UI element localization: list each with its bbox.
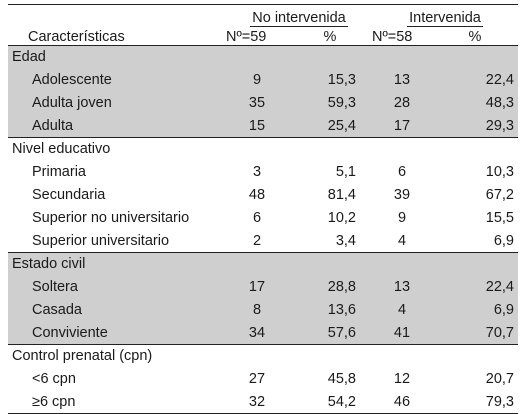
cell-pct-no-intervenida: 5,1 (335, 163, 356, 180)
header-n-a: Nº=59 (226, 27, 288, 46)
cell-pct-intervenida: 29,3 (432, 114, 518, 138)
table-row: Primaria 3 5,1 6 10,3 (8, 160, 518, 183)
cell-pct-no-intervenida: 3,4 (335, 232, 356, 249)
cell-pct-no-intervenida: 57,6 (288, 321, 372, 345)
cell-pct-intervenida: 20,7 (485, 370, 514, 387)
cell-n-intervenida: 4 (397, 232, 407, 249)
section-row: Estado civil (8, 252, 518, 275)
header-group-no-intervenida: No intervenida (226, 5, 372, 27)
table-row: Superior universitario 2 3,4 4 6,9 (8, 229, 518, 253)
cell-pct-no-intervenida: 59,3 (288, 91, 372, 114)
row-label: Adolescente (8, 68, 226, 91)
header-pct-a: % (288, 27, 372, 46)
row-label: Superior universitario (32, 232, 170, 249)
cell-pct-intervenida: 67,2 (485, 186, 514, 203)
header-n-b: Nº=58 (372, 27, 432, 46)
table-row: Superior no universitario 6 10,2 9 15,5 (8, 206, 518, 229)
table-row: Casada 8 13,6 4 6,9 (8, 298, 518, 321)
cell-n-no-intervenida: 3 (252, 163, 262, 180)
row-label: Conviviente (8, 321, 226, 345)
cell-n-intervenida: 4 (372, 298, 432, 321)
cell-n-no-intervenida: 34 (226, 321, 288, 345)
section-row: Nivel educativo (8, 137, 518, 161)
cell-pct-intervenida: 22,4 (432, 68, 518, 91)
section-title: Nivel educativo (12, 141, 111, 157)
cell-n-intervenida: 13 (372, 68, 432, 91)
cell-pct-intervenida: 10,3 (485, 163, 514, 180)
cell-pct-no-intervenida: 54,2 (288, 390, 372, 414)
section-row: Control prenatal (cpn) (8, 344, 518, 368)
section-title: Estado civil (8, 252, 518, 275)
table-row: Secundaria 48 81,4 39 67,2 (8, 183, 518, 206)
table-header: Características No intervenida Interveni… (8, 4, 518, 46)
cell-pct-intervenida: 6,9 (432, 298, 518, 321)
cell-n-no-intervenida: 8 (226, 298, 288, 321)
cell-n-intervenida: 39 (393, 186, 411, 203)
row-label: Secundaria (32, 186, 106, 203)
cell-pct-intervenida: 6,9 (493, 232, 514, 249)
cell-pct-no-intervenida: 45,8 (327, 370, 356, 387)
table-row: Conviviente 34 57,6 41 70,7 (8, 321, 518, 345)
cell-n-intervenida: 9 (397, 209, 407, 226)
table-row: Adolescente 9 15,3 13 22,4 (8, 68, 518, 91)
cell-pct-no-intervenida: 13,6 (288, 298, 372, 321)
cell-pct-no-intervenida: 10,2 (327, 209, 356, 226)
section-row: Edad (8, 45, 518, 68)
table-body: Edad Adolescente 9 15,3 13 22,4 Adulta joven 35… (8, 45, 518, 414)
cell-pct-no-intervenida: 28,8 (288, 275, 372, 298)
row-label: Superior no universitario (32, 209, 190, 226)
row-label: Casada (8, 298, 226, 321)
row-label: Primaria (32, 163, 86, 180)
section-title: Edad (8, 45, 518, 68)
cell-n-no-intervenida: 9 (226, 68, 288, 91)
table-row: Adulta joven 35 59,3 28 48,3 (8, 91, 518, 114)
characteristics-table: Características No intervenida Interveni… (8, 4, 518, 414)
cell-n-intervenida: 28 (372, 91, 432, 114)
cell-n-intervenida: 6 (397, 163, 407, 180)
row-label: Adulta (8, 114, 226, 138)
cell-n-no-intervenida: 15 (226, 114, 288, 138)
cell-n-intervenida: 17 (372, 114, 432, 138)
header-characteristics: Características (8, 4, 226, 46)
row-label: Soltera (8, 275, 226, 298)
header-group-b-label: Intervenida (407, 10, 483, 27)
cell-n-no-intervenida: 6 (252, 209, 262, 226)
row-label: Adulta joven (8, 91, 226, 114)
cell-n-no-intervenida: 35 (226, 91, 288, 114)
cell-n-intervenida: 13 (372, 275, 432, 298)
cell-n-no-intervenida: 48 (248, 186, 266, 203)
cell-pct-no-intervenida: 81,4 (327, 186, 356, 203)
cell-pct-no-intervenida: 25,4 (288, 114, 372, 138)
cell-pct-intervenida: 15,5 (485, 209, 514, 226)
cell-n-intervenida: 12 (393, 370, 411, 387)
table-row: <6 cpn 27 45,8 12 20,7 (8, 367, 518, 390)
cell-pct-intervenida: 48,3 (432, 91, 518, 114)
cell-pct-intervenida: 22,4 (432, 275, 518, 298)
cell-n-no-intervenida: 2 (252, 232, 262, 249)
header-pct-b: % (432, 27, 518, 46)
cell-n-no-intervenida: 27 (248, 370, 266, 387)
section-title: Control prenatal (cpn) (12, 348, 153, 364)
header-group-intervenida: Intervenida (372, 5, 518, 27)
cell-n-intervenida: 41 (372, 321, 432, 345)
header-group-a-label: No intervenida (250, 10, 348, 27)
cell-n-no-intervenida: 17 (226, 275, 288, 298)
cell-pct-intervenida: 70,7 (432, 321, 518, 345)
cell-pct-no-intervenida: 15,3 (288, 68, 372, 91)
table-row: Adulta 15 25,4 17 29,3 (8, 114, 518, 138)
table-row: Soltera 17 28,8 13 22,4 (8, 275, 518, 298)
row-label: <6 cpn (32, 370, 76, 387)
